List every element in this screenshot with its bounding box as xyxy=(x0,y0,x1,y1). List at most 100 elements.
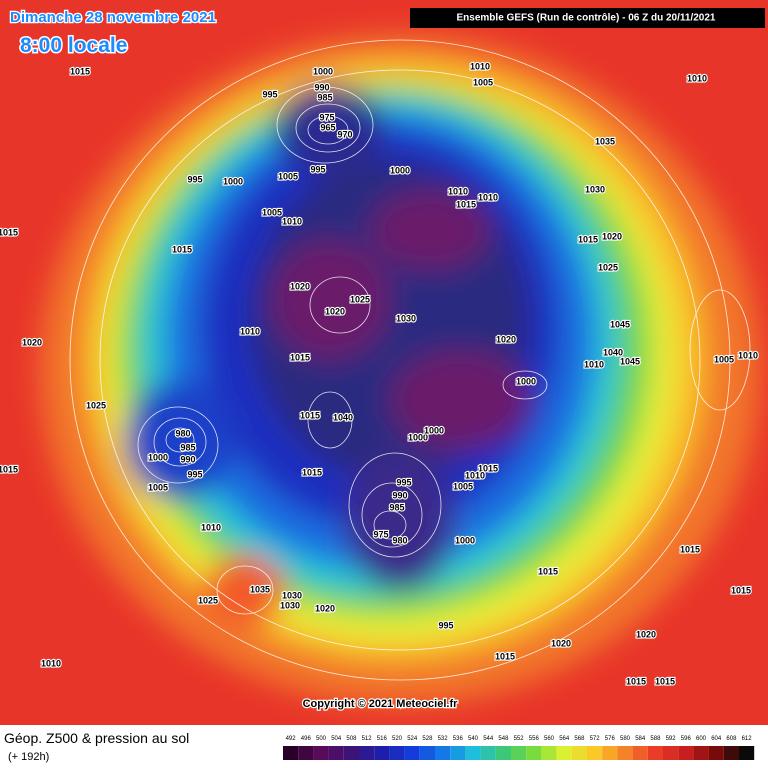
pressure-label: 990 xyxy=(314,82,329,92)
pressure-label: 1035 xyxy=(595,136,615,146)
pressure-label: 1015 xyxy=(172,244,192,254)
pressure-label: 1040 xyxy=(603,347,623,357)
pressure-label: 1015 xyxy=(655,676,675,686)
pressure-label: 995 xyxy=(310,164,325,174)
scale-label: 532 xyxy=(438,736,449,742)
pressure-label: 995 xyxy=(187,469,202,479)
scale-swatch xyxy=(495,746,511,760)
scale-swatch xyxy=(647,746,663,760)
pressure-label: 1025 xyxy=(350,294,370,304)
pressure-label: 1040 xyxy=(333,412,353,422)
scale-label: 512 xyxy=(362,736,373,742)
pressure-label: 1025 xyxy=(198,595,218,605)
pressure-label: 1015 xyxy=(538,566,558,576)
pressure-label: 980 xyxy=(392,535,407,545)
pressure-label: 1000 xyxy=(313,66,333,76)
scale-label: 500 xyxy=(316,736,327,742)
geopotential-field xyxy=(0,0,768,725)
scale-swatch xyxy=(587,746,603,760)
scale-label: 504 xyxy=(331,736,342,742)
pressure-label: 1000 xyxy=(390,165,410,175)
pressure-label: 995 xyxy=(438,620,453,630)
pressure-label: 990 xyxy=(180,454,195,464)
pressure-label: 1030 xyxy=(280,600,300,610)
scale-label: 576 xyxy=(605,736,616,742)
scale-label: 496 xyxy=(301,736,312,742)
scale-label: 580 xyxy=(620,736,631,742)
model-banner xyxy=(410,8,765,28)
pressure-label: 1020 xyxy=(602,231,622,241)
scale-swatch xyxy=(632,746,648,760)
scale-label: 544 xyxy=(483,736,494,742)
pressure-label: 1000 xyxy=(455,535,475,545)
pressure-label: 990 xyxy=(392,490,407,500)
scale-swatch xyxy=(313,746,329,760)
scale-label: 540 xyxy=(468,736,479,742)
scale-label: 508 xyxy=(346,736,357,742)
pressure-label: 1020 xyxy=(636,629,656,639)
scale-swatch xyxy=(328,746,344,760)
pressure-label: 965 xyxy=(320,122,335,132)
scale-label: 556 xyxy=(529,736,540,742)
pressure-label: 1015 xyxy=(0,464,18,474)
pressure-label: 995 xyxy=(187,174,202,184)
scale-label: 568 xyxy=(574,736,585,742)
pressure-label: 985 xyxy=(389,502,404,512)
pressure-label: 1015 xyxy=(626,676,646,686)
scale-swatch xyxy=(663,746,679,760)
pressure-label: 980 xyxy=(175,428,190,438)
scale-swatch xyxy=(511,746,527,760)
color-scale: 492 496 500 504 508 512 516 520 524 528 532 536 540 5… xyxy=(283,736,755,760)
pressure-label: 975 xyxy=(319,112,334,122)
pressure-label: 1010 xyxy=(738,350,758,360)
pressure-label: 1015 xyxy=(70,66,90,76)
pressure-label: 1000 xyxy=(424,425,444,435)
date-title: Dimanche 28 novembre 2021 xyxy=(10,9,216,26)
pressure-label: 1000 xyxy=(223,176,243,186)
pressure-label: 1020 xyxy=(496,334,516,344)
scale-label: 524 xyxy=(407,736,418,742)
scale-swatch xyxy=(541,746,557,760)
pressure-label: 985 xyxy=(317,92,332,102)
scale-swatch xyxy=(343,746,359,760)
scale-label: 564 xyxy=(559,736,570,742)
pressure-label: 1030 xyxy=(396,313,416,323)
pressure-label: 1045 xyxy=(610,319,630,329)
scale-label: 596 xyxy=(681,736,692,742)
pressure-label: 1015 xyxy=(0,227,18,237)
pressure-label: 1045 xyxy=(620,356,640,366)
pressure-label: 1030 xyxy=(585,184,605,194)
scale-swatch xyxy=(693,746,709,760)
copyright: Copyright © 2021 Meteociel.fr xyxy=(303,698,459,710)
scale-swatch xyxy=(450,746,466,760)
scale-label: 536 xyxy=(453,736,464,742)
pressure-label: 1005 xyxy=(278,171,298,181)
legend-lead: (+ 192h) xyxy=(8,751,49,763)
pressure-label: 1000 xyxy=(516,376,536,386)
scale-swatch xyxy=(389,746,405,760)
pressure-label: 985 xyxy=(180,442,195,452)
pressure-label: 1005 xyxy=(453,481,473,491)
scale-label: 552 xyxy=(514,736,525,742)
pressure-label: 1000 xyxy=(148,452,168,462)
pressure-label: 1010 xyxy=(478,192,498,202)
scale-swatch xyxy=(419,746,435,760)
pressure-label: 1005 xyxy=(262,207,282,217)
pressure-label: 1020 xyxy=(22,337,42,347)
scale-label: 516 xyxy=(377,736,388,742)
pressure-label: 1020 xyxy=(551,638,571,648)
pressure-label: 1015 xyxy=(478,463,498,473)
time-title: 8:00 locale xyxy=(20,34,127,57)
pressure-label: 1015 xyxy=(300,410,320,420)
pressure-label: 1020 xyxy=(325,306,345,316)
pressure-label: 1000 xyxy=(408,432,428,442)
scale-swatch xyxy=(526,746,542,760)
scale-label: 548 xyxy=(498,736,509,742)
pressure-label: 1015 xyxy=(495,651,515,661)
scale-label: 492 xyxy=(286,736,297,742)
scale-swatch xyxy=(283,746,299,760)
scale-swatch xyxy=(678,746,694,760)
pressure-label: 1025 xyxy=(598,262,618,272)
pressure-label: 1010 xyxy=(41,658,61,668)
